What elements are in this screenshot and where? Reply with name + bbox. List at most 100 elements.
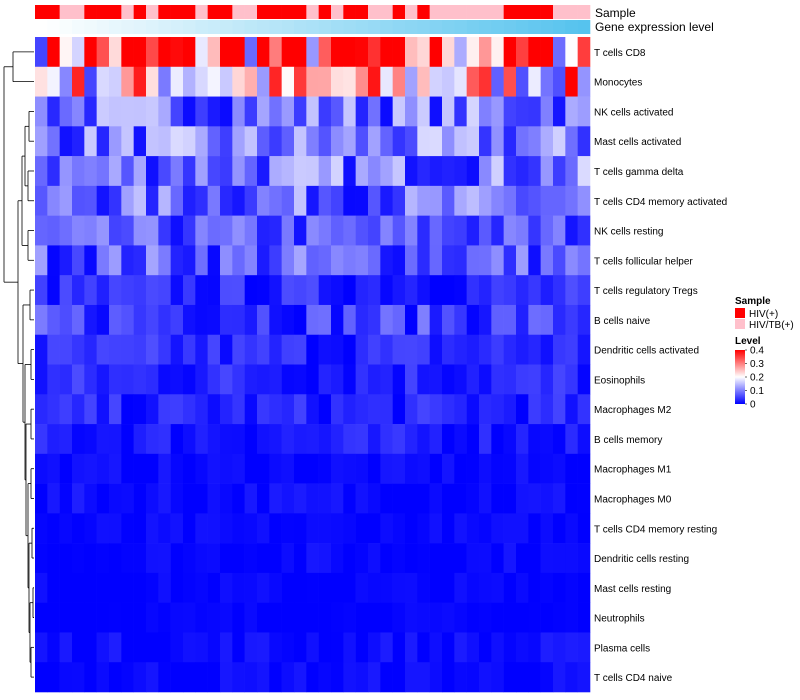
heatmap-cell — [331, 394, 344, 425]
heatmap-cell — [220, 156, 233, 187]
heatmap-cell — [47, 96, 60, 127]
heatmap-cell — [207, 543, 221, 574]
expression-annotation-cell — [232, 20, 245, 34]
heatmap-cell — [170, 483, 184, 514]
heatmap-cell — [516, 632, 529, 663]
heatmap-cell — [565, 394, 578, 425]
heatmap-cell — [109, 185, 122, 216]
heatmap-cell — [516, 543, 529, 574]
heatmap-cell — [59, 572, 73, 603]
heatmap-cell — [35, 424, 48, 455]
heatmap-cell — [454, 632, 467, 663]
heatmap-cell — [343, 394, 356, 425]
heatmap-cell — [318, 632, 332, 663]
heatmap-cell — [96, 513, 110, 544]
heatmap-cell — [96, 275, 110, 306]
heatmap-cell — [109, 334, 122, 365]
heatmap-cell — [244, 66, 258, 97]
heatmap-cell — [331, 364, 344, 395]
heatmap-cell — [553, 66, 566, 97]
heatmap-cell — [331, 96, 344, 127]
heatmap-cell — [503, 662, 517, 693]
heatmap-cell — [553, 453, 566, 484]
heatmap-cell — [405, 66, 418, 97]
heatmap-cell — [170, 453, 184, 484]
heatmap-cell — [220, 424, 233, 455]
heatmap-cell — [232, 66, 245, 97]
heatmap-cell — [405, 37, 418, 68]
heatmap-cell — [466, 126, 480, 157]
heatmap-cell — [244, 215, 258, 246]
heatmap-cell — [158, 543, 171, 574]
heatmap-cell — [133, 126, 147, 157]
heatmap-cell — [516, 215, 529, 246]
heatmap-cell — [244, 572, 258, 603]
heatmap-cell — [257, 572, 270, 603]
heatmap-cell — [306, 543, 319, 574]
heatmap-cell — [429, 304, 443, 336]
heatmap-cell — [84, 275, 97, 306]
heatmap-cell — [59, 37, 73, 68]
heatmap-cell — [368, 394, 381, 425]
heatmap-cell — [306, 424, 319, 455]
heatmap-cell — [491, 334, 504, 365]
heatmap-cell — [553, 632, 566, 663]
heatmap-cell — [540, 543, 554, 574]
heatmap-cell — [491, 364, 504, 395]
heatmap-cell — [380, 275, 393, 306]
heatmap-cell — [528, 215, 541, 246]
heatmap-cell — [466, 275, 480, 306]
heatmap-cell — [577, 394, 591, 425]
expression-annotation-cell — [380, 20, 393, 34]
heatmap-cell — [35, 245, 48, 276]
legend-label-hiv: HIV(+) — [749, 309, 778, 320]
heatmap-cell — [368, 185, 381, 216]
heatmap-cell — [540, 126, 554, 157]
heatmap-cell — [417, 96, 430, 127]
heatmap-cell — [380, 334, 393, 365]
heatmap-cell — [133, 334, 147, 365]
heatmap-cell — [553, 245, 566, 276]
heatmap-cell — [417, 632, 430, 663]
heatmap-cell — [244, 662, 258, 693]
expression-annotation-cell — [170, 20, 184, 34]
heatmap-cell — [540, 572, 554, 603]
heatmap-cell — [368, 632, 381, 663]
heatmap-cell — [479, 662, 492, 693]
expression-annotation-cell — [540, 20, 554, 34]
heatmap-cell — [146, 96, 159, 127]
heatmap-cell — [158, 275, 171, 306]
heatmap-cell — [343, 96, 356, 127]
heatmap-cell — [442, 364, 455, 395]
heatmap-cell — [109, 424, 122, 455]
heatmap-cell — [553, 126, 566, 157]
heatmap-cell — [503, 275, 517, 306]
heatmap-cell — [553, 483, 566, 514]
heatmap-cell — [405, 156, 418, 187]
heatmap-cell — [553, 424, 566, 455]
heatmap-cell — [442, 215, 455, 246]
expression-annotation-cell — [96, 20, 110, 34]
heatmap-cell — [380, 126, 393, 157]
heatmap-cell — [355, 662, 369, 693]
heatmap-cell — [503, 483, 517, 514]
heatmap-cell — [392, 156, 406, 187]
heatmap-cell — [380, 572, 393, 603]
heatmap-cell — [355, 572, 369, 603]
expression-annotation-cell — [306, 20, 319, 34]
heatmap-cell — [466, 394, 480, 425]
heatmap-cell — [528, 66, 541, 97]
heatmap-cell — [195, 96, 208, 127]
heatmap-cell — [294, 37, 307, 68]
expression-annotation-cell — [35, 20, 48, 34]
heatmap-cell — [429, 245, 443, 276]
heatmap-cell — [306, 37, 319, 68]
heatmap-cell — [257, 602, 270, 633]
heatmap-cell — [479, 394, 492, 425]
heatmap-cell — [96, 156, 110, 187]
heatmap-cell — [232, 662, 245, 693]
heatmap-cell — [417, 453, 430, 484]
heatmap-cell — [72, 483, 85, 514]
row-label: T cells CD4 memory resting — [594, 524, 717, 535]
heatmap-cell — [232, 513, 245, 544]
